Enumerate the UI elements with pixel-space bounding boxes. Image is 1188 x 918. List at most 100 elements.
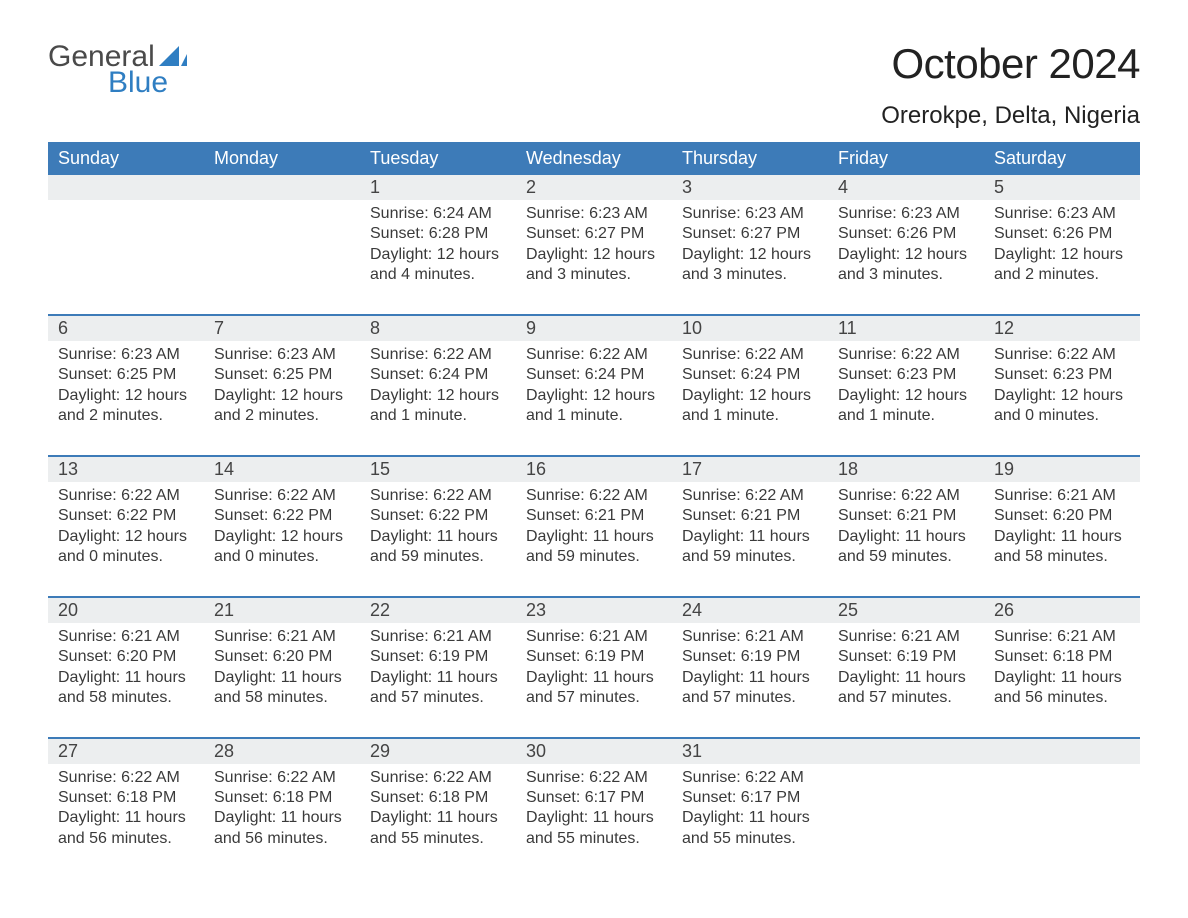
day-info-line: Sunrise: 6:24 AM (370, 204, 506, 224)
day-info-line: Sunset: 6:21 PM (526, 506, 662, 526)
day-info-line: Daylight: 11 hours (682, 527, 818, 547)
calendar-week: 12345Sunrise: 6:24 AMSunset: 6:28 PMDayl… (48, 175, 1140, 314)
day-cell: Sunrise: 6:21 AMSunset: 6:20 PMDaylight:… (204, 623, 360, 737)
day-number: 26 (984, 598, 1140, 623)
day-cell (984, 764, 1140, 878)
day-cell: Sunrise: 6:22 AMSunset: 6:23 PMDaylight:… (828, 341, 984, 455)
page-title: October 2024 (881, 40, 1140, 88)
day-info-line: Sunrise: 6:21 AM (214, 627, 350, 647)
day-info-line: and 3 minutes. (526, 265, 662, 285)
day-info-line: Daylight: 11 hours (994, 527, 1130, 547)
day-info-line: Daylight: 11 hours (682, 668, 818, 688)
day-cell: Sunrise: 6:22 AMSunset: 6:17 PMDaylight:… (672, 764, 828, 878)
day-info-line: Sunset: 6:19 PM (838, 647, 974, 667)
day-info-line: and 58 minutes. (58, 688, 194, 708)
day-info-line: and 1 minute. (526, 406, 662, 426)
day-number: 21 (204, 598, 360, 623)
sail-icon (159, 44, 187, 66)
day-info-line: and 57 minutes. (370, 688, 506, 708)
day-number: 11 (828, 316, 984, 341)
day-cell: Sunrise: 6:22 AMSunset: 6:22 PMDaylight:… (48, 482, 204, 596)
day-info-line: Daylight: 12 hours (214, 527, 350, 547)
day-number: 1 (360, 175, 516, 200)
day-info-line: Daylight: 12 hours (526, 245, 662, 265)
day-number: 17 (672, 457, 828, 482)
day-info-line: Sunset: 6:22 PM (370, 506, 506, 526)
day-info-line: and 59 minutes. (838, 547, 974, 567)
day-info-line: Sunrise: 6:22 AM (370, 768, 506, 788)
day-info-line: and 2 minutes. (994, 265, 1130, 285)
header: General Blue October 2024 Orerokpe, Delt… (48, 40, 1140, 130)
day-number: 6 (48, 316, 204, 341)
calendar-week: 20212223242526Sunrise: 6:21 AMSunset: 6:… (48, 596, 1140, 737)
day-info-line: Daylight: 12 hours (994, 386, 1130, 406)
day-info-line: Sunrise: 6:23 AM (214, 345, 350, 365)
day-info-line: Sunrise: 6:22 AM (994, 345, 1130, 365)
day-info-line: and 0 minutes. (58, 547, 194, 567)
day-info-line: and 55 minutes. (370, 829, 506, 849)
day-info-line: Daylight: 12 hours (682, 245, 818, 265)
day-number: 20 (48, 598, 204, 623)
day-info-line: and 1 minute. (682, 406, 818, 426)
day-cell: Sunrise: 6:21 AMSunset: 6:20 PMDaylight:… (984, 482, 1140, 596)
day-info-line: and 2 minutes. (58, 406, 194, 426)
day-info-line: Sunrise: 6:22 AM (526, 768, 662, 788)
day-info-line: and 0 minutes. (214, 547, 350, 567)
day-info-line: Sunrise: 6:21 AM (994, 627, 1130, 647)
day-number: 4 (828, 175, 984, 200)
day-number: 9 (516, 316, 672, 341)
weekday-header: Monday (204, 142, 360, 175)
day-cell: Sunrise: 6:22 AMSunset: 6:17 PMDaylight:… (516, 764, 672, 878)
day-info-line: Daylight: 11 hours (526, 668, 662, 688)
day-info-line: Daylight: 12 hours (838, 245, 974, 265)
day-info-line: Sunset: 6:21 PM (682, 506, 818, 526)
weekday-header: Saturday (984, 142, 1140, 175)
day-info-line: Daylight: 11 hours (682, 808, 818, 828)
day-info-line: Daylight: 11 hours (370, 527, 506, 547)
day-info-line: Sunrise: 6:22 AM (526, 345, 662, 365)
day-number: 16 (516, 457, 672, 482)
calendar-week: 13141516171819Sunrise: 6:22 AMSunset: 6:… (48, 455, 1140, 596)
day-number: 23 (516, 598, 672, 623)
day-info-line: Sunset: 6:19 PM (526, 647, 662, 667)
day-cell: Sunrise: 6:23 AMSunset: 6:26 PMDaylight:… (984, 200, 1140, 314)
day-number: 27 (48, 739, 204, 764)
day-info-line: Daylight: 12 hours (370, 245, 506, 265)
day-info-line: Daylight: 11 hours (994, 668, 1130, 688)
day-number (984, 739, 1140, 764)
day-cell: Sunrise: 6:23 AMSunset: 6:26 PMDaylight:… (828, 200, 984, 314)
day-info-line: Daylight: 11 hours (838, 668, 974, 688)
day-info-line: Sunrise: 6:23 AM (58, 345, 194, 365)
day-info-line: and 56 minutes. (58, 829, 194, 849)
day-info-line: Sunrise: 6:22 AM (58, 768, 194, 788)
day-info-line: Sunset: 6:20 PM (58, 647, 194, 667)
day-number (204, 175, 360, 200)
day-number: 24 (672, 598, 828, 623)
day-info-line: Daylight: 11 hours (370, 808, 506, 828)
day-info-line: Sunset: 6:17 PM (526, 788, 662, 808)
day-info-line: and 3 minutes. (838, 265, 974, 285)
day-info-line: Sunrise: 6:22 AM (370, 486, 506, 506)
weekday-header: Tuesday (360, 142, 516, 175)
day-info-line: Daylight: 12 hours (58, 386, 194, 406)
day-number: 22 (360, 598, 516, 623)
day-number: 25 (828, 598, 984, 623)
day-info-line: Daylight: 11 hours (526, 808, 662, 828)
day-info-line: Sunrise: 6:21 AM (58, 627, 194, 647)
day-info-line: Sunrise: 6:21 AM (682, 627, 818, 647)
day-number (48, 175, 204, 200)
day-info-line: Sunset: 6:18 PM (370, 788, 506, 808)
day-info-line: Daylight: 11 hours (58, 808, 194, 828)
day-info-line: and 57 minutes. (526, 688, 662, 708)
day-info-line: Sunset: 6:22 PM (214, 506, 350, 526)
day-info-line: and 59 minutes. (682, 547, 818, 567)
day-info-line: Sunrise: 6:22 AM (526, 486, 662, 506)
day-info-line: Daylight: 12 hours (838, 386, 974, 406)
day-info-line: and 56 minutes. (214, 829, 350, 849)
day-cell: Sunrise: 6:22 AMSunset: 6:18 PMDaylight:… (204, 764, 360, 878)
weekday-header: Wednesday (516, 142, 672, 175)
day-info-line: Sunrise: 6:22 AM (370, 345, 506, 365)
day-number: 19 (984, 457, 1140, 482)
title-block: October 2024 Orerokpe, Delta, Nigeria (881, 40, 1140, 130)
day-cell: Sunrise: 6:22 AMSunset: 6:21 PMDaylight:… (672, 482, 828, 596)
